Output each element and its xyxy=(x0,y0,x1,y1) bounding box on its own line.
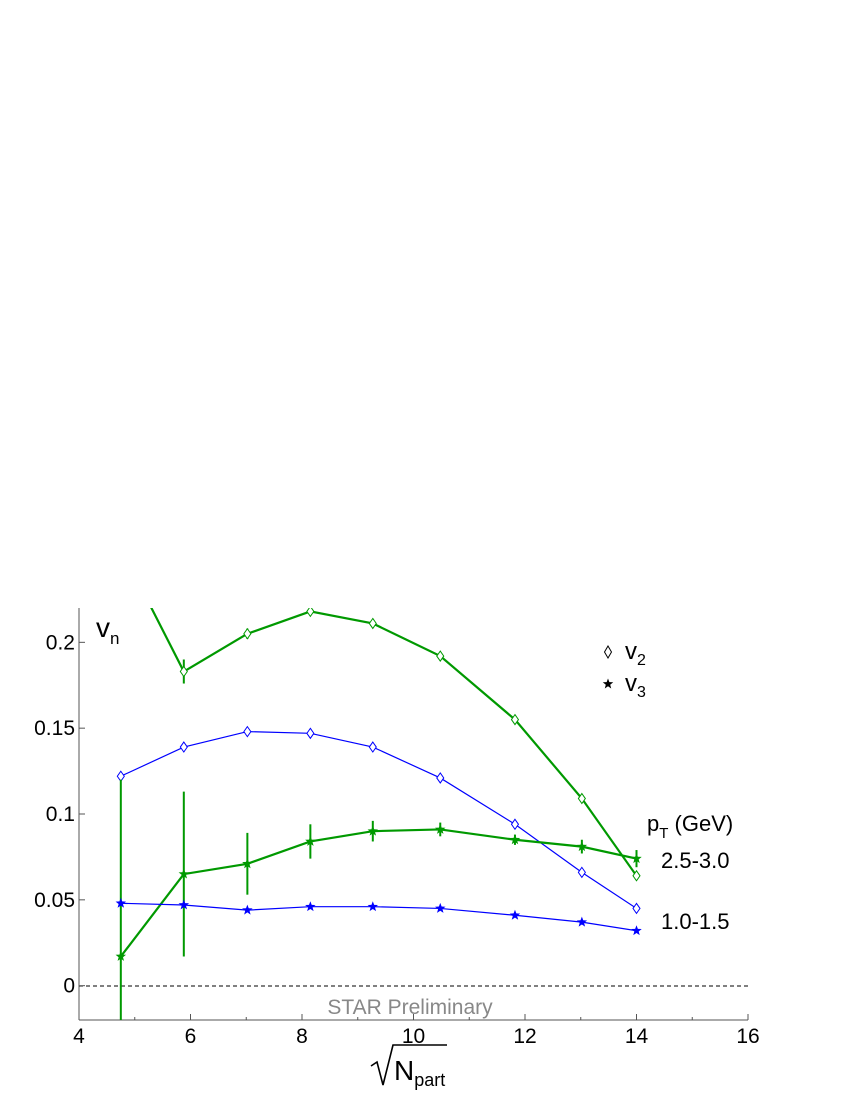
data-point-star xyxy=(242,904,253,915)
data-point-star xyxy=(115,950,127,961)
y-tick-label: 0.15 xyxy=(34,717,75,740)
x-axis-label: Npart xyxy=(370,1044,447,1090)
y-tick-label: 0.05 xyxy=(34,889,75,912)
sqrt-radical-symbol xyxy=(370,1044,447,1086)
data-point-diamond xyxy=(436,772,445,784)
data-point-diamond xyxy=(117,543,124,553)
x-axis-label-main: N xyxy=(394,1055,414,1086)
data-point-diamond xyxy=(510,818,520,831)
data-point-star xyxy=(509,909,521,920)
data-point-diamond xyxy=(632,902,641,915)
legend-star-marker xyxy=(602,678,614,689)
series-star-3 xyxy=(115,897,642,936)
data-point-star xyxy=(305,901,316,912)
x-tick-labels: 4 6 8 10 12 14 16 xyxy=(73,1025,760,1048)
legend-v2-label: v2 xyxy=(625,638,646,669)
svg-text:Npart: Npart xyxy=(394,1055,445,1090)
data-point-diamond xyxy=(368,617,377,630)
data-point-diamond xyxy=(179,665,188,678)
data-point-star xyxy=(115,897,127,908)
x-axis-label-sub: part xyxy=(414,1070,445,1090)
x-tick-label: 12 xyxy=(513,1025,536,1048)
data-point-diamond xyxy=(577,866,586,879)
y-axis-label: vn xyxy=(96,612,119,648)
data-point-star xyxy=(178,899,190,910)
data-point-diamond xyxy=(510,713,520,726)
series-line xyxy=(119,828,637,958)
pt-bin-title: pT (GeV) xyxy=(647,811,733,842)
y-tick-label: 0.2 xyxy=(46,631,75,654)
data-point-diamond xyxy=(243,725,252,738)
data-point-star xyxy=(576,841,588,852)
data-point-diamond xyxy=(306,608,315,618)
data-point-star xyxy=(178,868,190,879)
series-line xyxy=(150,608,638,877)
series-line xyxy=(120,730,637,909)
plot-area xyxy=(115,543,642,1020)
x-tick-label: 10 xyxy=(402,1025,425,1048)
pt-bin-low-label: 1.0-1.5 xyxy=(661,909,730,934)
data-point-star xyxy=(435,902,446,913)
data-point-star xyxy=(242,858,253,869)
series-diamond-1 xyxy=(116,725,641,915)
x-tick-label: 8 xyxy=(296,1025,308,1048)
pt-bin-high-label: 2.5-3.0 xyxy=(661,848,730,873)
series-diamond-0 xyxy=(117,543,641,882)
axis-ticks xyxy=(78,641,749,1020)
data-point-diamond xyxy=(179,741,188,753)
star-preliminary-watermark: STAR Preliminary xyxy=(327,996,493,1019)
data-point-diamond xyxy=(243,627,252,640)
legend-v3-label: v3 xyxy=(625,670,646,701)
series-line xyxy=(120,902,637,932)
x-tick-label: 16 xyxy=(736,1025,759,1048)
legend-diamond-marker xyxy=(603,645,613,659)
y-axis-label-sub: n xyxy=(110,629,119,648)
x-tick-label: 6 xyxy=(185,1025,197,1048)
data-point-diamond xyxy=(306,727,315,740)
y-tick-label: 0 xyxy=(63,975,75,998)
data-point-star xyxy=(435,823,446,834)
data-point-star xyxy=(631,853,642,864)
data-point-star xyxy=(509,834,521,845)
y-tick-labels: 0 0.05 0.1 0.15 0.2 xyxy=(34,631,75,997)
y-tick-label: 0.1 xyxy=(46,803,75,826)
data-point-diamond xyxy=(368,741,377,753)
data-point-star xyxy=(576,916,588,927)
series-star-2 xyxy=(115,779,642,1020)
data-point-star xyxy=(305,835,316,846)
data-point-star xyxy=(367,901,379,912)
data-point-diamond xyxy=(577,792,586,805)
x-tick-label: 4 xyxy=(73,1025,85,1048)
data-point-diamond xyxy=(436,650,445,662)
y-axis-label-main: v xyxy=(96,612,110,643)
data-point-star xyxy=(631,925,642,936)
legend: v2 v3 pT (GeV) 2.5-3.0 1.0-1.5 xyxy=(602,638,733,934)
data-point-star xyxy=(367,825,379,836)
data-point-diamond xyxy=(632,869,641,882)
x-tick-label: 14 xyxy=(625,1025,649,1048)
